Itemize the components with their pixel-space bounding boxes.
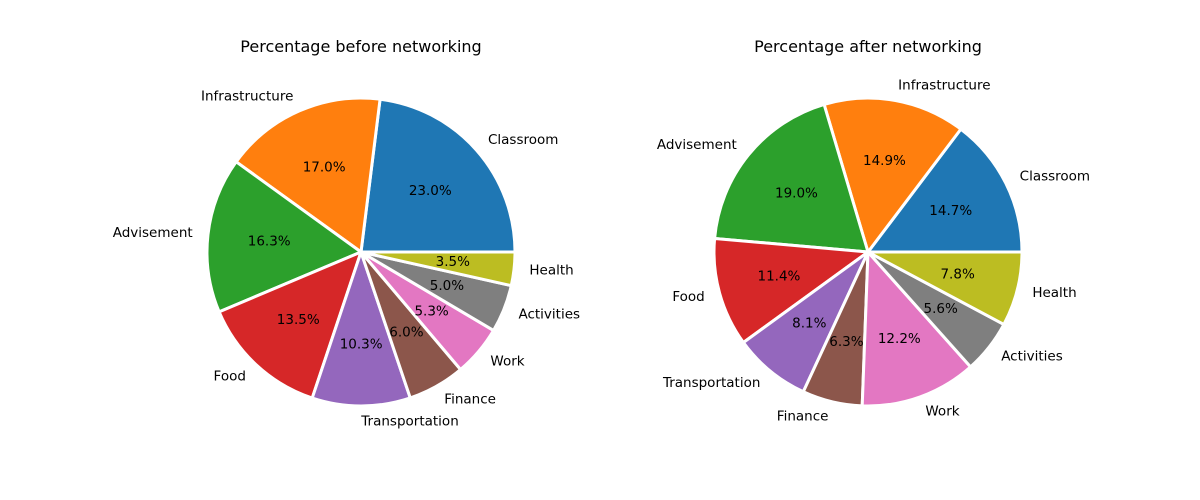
pie-slice-health	[866, 250, 1024, 326]
chart-title-before: Percentage before networking	[240, 37, 481, 56]
category-label-work: Work	[925, 403, 959, 419]
category-label-transportation: Transportation	[360, 413, 458, 429]
pie-slice-food	[217, 250, 363, 400]
pie-slice-infrastructure	[234, 96, 382, 254]
percent-label-food: 13.5%	[277, 312, 320, 328]
chart-title-after: Percentage after networking	[754, 37, 982, 56]
category-label-health: Health	[1032, 285, 1076, 301]
percent-label-infrastructure: 17.0%	[303, 159, 346, 175]
category-label-food: Food	[672, 289, 704, 305]
category-label-infrastructure: Infrastructure	[898, 77, 990, 93]
pie-slice-infrastructure	[822, 96, 963, 254]
percent-label-activities: 5.6%	[923, 301, 957, 317]
pie-before-networking: Percentage before networking Classroom 23…	[113, 37, 580, 429]
percent-label-work: 12.2%	[878, 331, 921, 347]
category-label-activities: Activities	[1001, 349, 1063, 365]
pie-after-networking: Percentage after networking Classroom 14.…	[657, 37, 1090, 425]
pie-slice-advisement	[205, 160, 363, 314]
percent-label-classroom: 14.7%	[929, 203, 972, 219]
percent-label-food: 11.4%	[758, 269, 801, 285]
category-label-finance: Finance	[777, 409, 829, 425]
category-label-food: Food	[214, 368, 246, 384]
percent-label-health: 3.5%	[436, 254, 470, 270]
percent-label-transportation: 10.3%	[340, 336, 383, 352]
percent-label-infrastructure: 14.9%	[863, 153, 906, 169]
pie-slice-food	[712, 236, 870, 345]
category-label-classroom: Classroom	[1020, 169, 1090, 185]
percent-label-finance: 6.0%	[389, 324, 423, 340]
pie-slice-advisement	[713, 102, 870, 254]
category-label-health: Health	[529, 263, 573, 279]
pie-slice-transportation	[310, 250, 412, 408]
pie-slice-classroom	[866, 127, 1024, 254]
category-label-work: Work	[490, 353, 524, 369]
category-label-advisement: Advisement	[113, 225, 193, 241]
percent-label-work: 5.3%	[414, 304, 448, 320]
percent-label-health: 7.8%	[940, 266, 974, 282]
percent-label-activities: 5.0%	[430, 278, 464, 294]
percent-label-advisement: 19.0%	[775, 186, 818, 202]
pie-slice-work	[860, 250, 973, 408]
percent-label-finance: 6.3%	[829, 334, 863, 350]
category-label-activities: Activities	[518, 306, 580, 322]
percent-label-transportation: 8.1%	[792, 315, 826, 331]
category-label-infrastructure: Infrastructure	[201, 89, 293, 105]
pie-slice-health	[359, 250, 517, 288]
percent-label-advisement: 16.3%	[248, 234, 291, 250]
category-label-finance: Finance	[444, 391, 496, 407]
category-label-advisement: Advisement	[657, 137, 737, 153]
category-label-classroom: Classroom	[488, 132, 558, 148]
pie-slice-classroom	[359, 97, 517, 254]
category-label-transportation: Transportation	[662, 375, 760, 391]
percent-label-classroom: 23.0%	[409, 183, 452, 199]
